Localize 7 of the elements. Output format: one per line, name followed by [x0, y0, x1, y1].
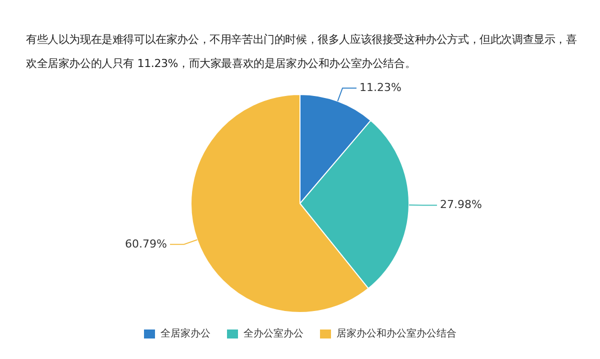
data-label: 60.79%: [125, 237, 167, 250]
chart-title: 有些人以为现在是难得可以在家办公，不用辛苦出门的时候，很多人应该很接受这种办公方式，但此次调查显示，喜欢全居家办公的人只有 11.23%，而大家最喜欢的是居家办公和办公室办公结合。: [25, 32, 578, 72]
legend-label: 全办公室办公: [244, 328, 304, 340]
legend-label: 居家办公和办公室办公结合: [336, 328, 456, 340]
data-label: 11.23%: [360, 80, 402, 94]
data-label: 27.98%: [440, 198, 482, 212]
legend-label: 全居家办公: [160, 328, 210, 340]
